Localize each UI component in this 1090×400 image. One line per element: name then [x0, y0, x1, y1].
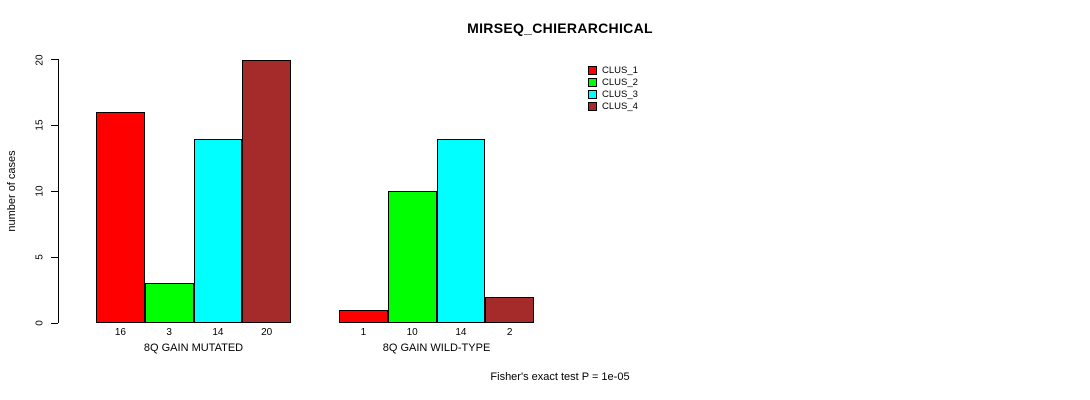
legend-item: CLUS_1	[588, 64, 638, 76]
legend-swatch	[588, 102, 597, 112]
bar-clus_2	[144, 283, 194, 323]
y-tick-mark	[51, 190, 58, 192]
chart-title: MIRSEQ_CHIERARCHICAL	[467, 20, 653, 36]
y-tick-mark	[51, 256, 58, 258]
bar-value-label: 16	[114, 327, 126, 338]
bar-value-label: 20	[261, 327, 273, 338]
bar-clus_2	[387, 191, 437, 323]
y-tick-label: 0	[34, 320, 46, 326]
y-tick-label: 10	[34, 185, 46, 197]
bar-value-label: 10	[406, 327, 418, 338]
legend: CLUS_1 CLUS_2 CLUS_3 CLUS_4	[588, 64, 638, 113]
bar-value-label: 14	[455, 327, 467, 338]
y-tick-mark	[51, 59, 58, 60]
legend-swatch	[588, 65, 597, 75]
group-label: 8Q GAIN WILD-TYPE	[382, 342, 491, 354]
group-label: 8Q GAIN MUTATED	[143, 342, 244, 354]
bar-clus_4	[485, 296, 534, 323]
y-tick-label: 5	[34, 254, 46, 260]
bar-value-label: 3	[166, 327, 172, 338]
bar-clus_3	[193, 138, 243, 323]
y-tick-label: 15	[34, 119, 46, 131]
legend-item: CLUS_3	[588, 89, 638, 101]
y-tick-mark	[51, 124, 58, 126]
bar-clus_4	[242, 59, 291, 323]
bar-clus_3	[436, 138, 486, 323]
bar-clus_1	[339, 309, 388, 323]
legend-label: CLUS_3	[602, 89, 638, 101]
y-axis-label: number of cases	[6, 150, 18, 232]
bar-clus_1	[96, 112, 145, 323]
legend-label: CLUS_2	[602, 76, 638, 88]
legend-label: CLUS_1	[602, 64, 638, 76]
y-tick-mark	[51, 322, 58, 324]
footnote-text: Fisher's exact test P = 1e-05	[490, 371, 630, 383]
y-tick-label: 20	[34, 53, 46, 66]
bar-value-label: 1	[360, 327, 367, 338]
y-axis-line	[58, 59, 59, 323]
legend-label: CLUS_4	[602, 101, 638, 113]
legend-item: CLUS_2	[588, 76, 638, 88]
bar-value-label: 2	[506, 327, 513, 338]
legend-item: CLUS_4	[588, 101, 638, 113]
legend-swatch	[588, 90, 597, 100]
bar-value-label: 14	[212, 327, 224, 338]
legend-swatch	[588, 77, 597, 87]
